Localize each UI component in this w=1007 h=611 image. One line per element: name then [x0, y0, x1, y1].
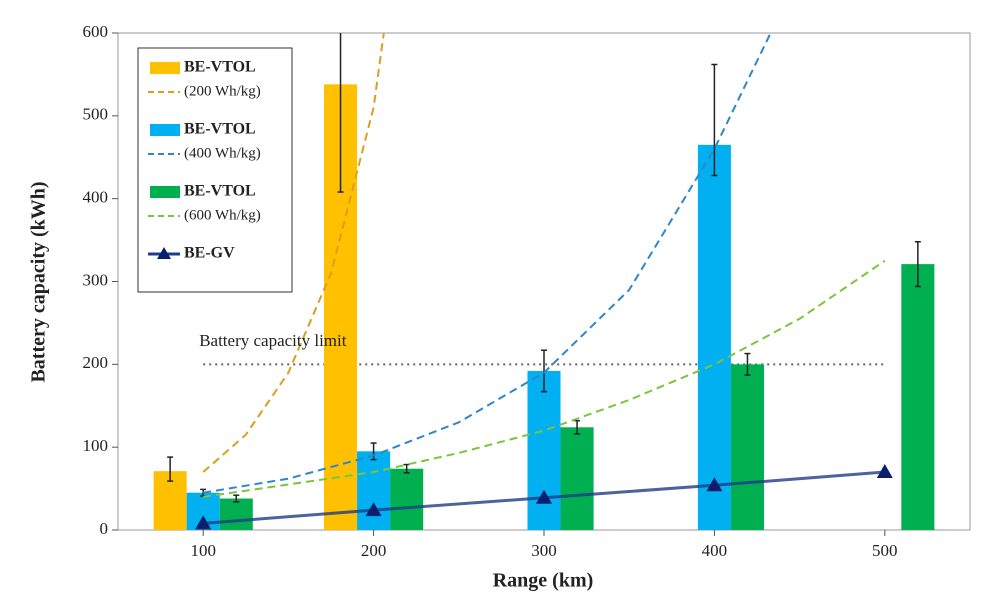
error-bar: [711, 63, 718, 177]
y-tick-label: 500: [83, 105, 109, 124]
bar: [357, 451, 391, 530]
x-tick-label: 400: [702, 541, 728, 560]
x-tick-label: 500: [872, 541, 898, 560]
x-axis-label: Range (km): [493, 570, 594, 592]
x-tick-label: 100: [190, 541, 216, 560]
x-tick-label: 200: [361, 541, 387, 560]
bar: [901, 264, 935, 530]
legend-label: BE-GV: [184, 245, 235, 262]
legend-label: BE-VTOL: [184, 59, 256, 76]
legend-marker: [157, 247, 171, 259]
bar: [560, 427, 594, 530]
bar: [527, 370, 561, 530]
error-bar: [233, 494, 240, 503]
legend-swatch: [150, 124, 180, 136]
legend-label: (600 Wh/kg): [184, 207, 261, 223]
plot-area: [153, 33, 935, 530]
marker: [195, 515, 212, 530]
reference-label: Battery capacity limit: [199, 331, 347, 350]
error-bar: [744, 352, 751, 376]
legend-label: (200 Wh/kg): [184, 83, 261, 99]
error-bar: [370, 442, 377, 461]
bar: [390, 468, 424, 530]
y-axis-label: Battery capacity (kWh): [28, 181, 50, 382]
y-tick-label: 300: [83, 270, 109, 289]
bar: [730, 364, 764, 530]
marker: [706, 477, 723, 492]
legend-swatch: [150, 186, 180, 198]
legend-label: (400 Wh/kg): [184, 145, 261, 161]
error-bar: [541, 349, 547, 393]
marker: [876, 464, 893, 479]
y-tick-label: 600: [83, 22, 109, 41]
marker: [365, 502, 382, 517]
legend-label: BE-VTOL: [184, 121, 256, 138]
marker: [536, 489, 552, 504]
y-tick-label: 400: [83, 188, 109, 207]
y-tick-label: 100: [83, 436, 109, 455]
error-bar: [914, 240, 921, 288]
bar: [219, 498, 253, 530]
legend-swatch: [150, 62, 180, 74]
bar: [697, 144, 731, 530]
fit-curve: [203, 33, 772, 494]
error-bar: [574, 419, 581, 435]
legend-label: BE-VTOL: [184, 183, 256, 200]
error-bar: [337, 33, 344, 193]
error-bar: [167, 456, 174, 482]
y-tick-label: 200: [83, 353, 109, 372]
fit-curve: [202, 33, 385, 473]
y-tick-label: 0: [100, 519, 109, 538]
x-tick-label: 300: [531, 541, 557, 560]
